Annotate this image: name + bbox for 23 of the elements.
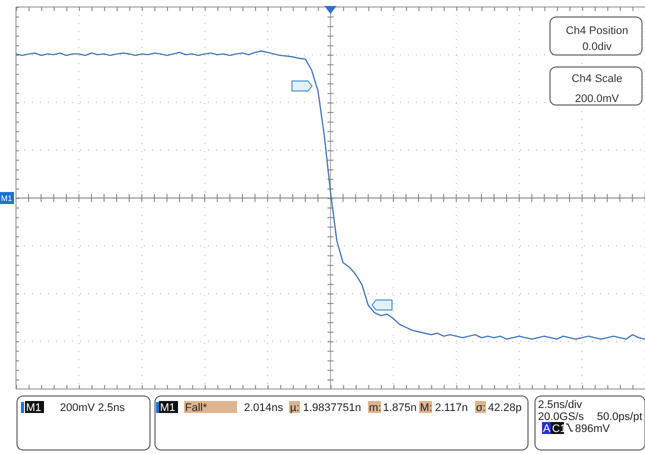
ref-line-label: M1 — [1, 194, 13, 203]
text: Fall* — [185, 402, 208, 414]
text: 2.014ns — [244, 402, 284, 414]
text: 1.875n — [383, 402, 417, 414]
text: m: — [369, 402, 382, 414]
annotation: Ch4 Scale — [572, 73, 622, 85]
text: M1 — [160, 402, 176, 414]
text: 2.117n — [435, 402, 468, 414]
text: A — [543, 423, 551, 435]
text: Ch4 Position — [566, 25, 628, 37]
text: 896mV — [575, 423, 611, 435]
text: 1.9837751n — [303, 402, 362, 414]
text: 50.0ps/pt — [597, 411, 642, 423]
text: 42.28p — [488, 402, 522, 414]
text: M1 — [26, 402, 42, 414]
annotation: 0.0div — [582, 41, 612, 53]
text: M: — [420, 402, 432, 414]
annotation: 200.0mV — [574, 93, 620, 105]
text: µ: — [290, 402, 300, 414]
text: 20.0GS/s — [538, 411, 584, 423]
text: 200mV 2.5ns — [60, 402, 126, 414]
text: σ: — [476, 402, 486, 414]
text: 2.5ns/div — [538, 399, 583, 411]
